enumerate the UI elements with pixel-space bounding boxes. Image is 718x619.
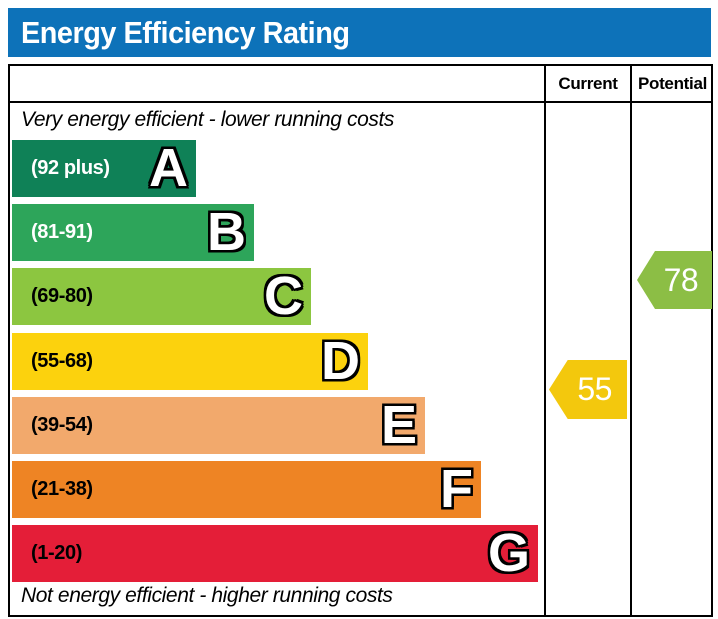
potential-rating-value: 78	[663, 261, 699, 298]
band-d-letter: D	[321, 331, 360, 391]
band-d: (55-68) D	[12, 333, 368, 390]
band-e: (39-54) E	[12, 397, 425, 454]
band-f: (21-38) F	[12, 461, 481, 518]
current-column-header: Current	[558, 73, 618, 93]
current-rating-value: 55	[577, 371, 612, 407]
current-arrow: 55	[549, 360, 627, 419]
band-b: (81-91) B	[12, 204, 254, 261]
band-e-range: (39-54)	[31, 414, 93, 436]
band-a: (92 plus) A	[12, 140, 196, 197]
potential-column-header: Potential	[637, 73, 708, 93]
current-column-divider	[544, 66, 546, 615]
band-a-range: (92 plus)	[31, 157, 110, 179]
band-b-letter: B	[207, 202, 246, 262]
band-c: (69-80) C	[12, 268, 311, 325]
title-bar: Energy Efficiency Rating	[8, 8, 711, 57]
band-e-letter: E	[380, 395, 417, 455]
rating-table: Current Potential Very energy efficient …	[8, 64, 713, 617]
band-d-range: (55-68)	[31, 350, 93, 372]
band-g: (1-20) G	[12, 525, 538, 582]
band-c-letter: C	[264, 266, 303, 326]
band-c-range: (69-80)	[31, 285, 93, 307]
band-f-letter: F	[440, 459, 473, 519]
potential-arrow: 78	[637, 251, 712, 309]
potential-column-divider	[630, 66, 632, 615]
band-f-range: (21-38)	[31, 478, 93, 500]
page-title: Energy Efficiency Rating	[21, 14, 350, 50]
band-b-range: (81-91)	[31, 221, 93, 243]
bottom-caption: Not energy efficient - higher running co…	[21, 584, 393, 607]
band-g-range: (1-20)	[31, 542, 82, 564]
top-caption: Very energy efficient - lower running co…	[21, 108, 395, 131]
header-divider	[10, 101, 711, 103]
band-a-letter: A	[149, 138, 188, 198]
band-g-letter: G	[487, 523, 530, 583]
